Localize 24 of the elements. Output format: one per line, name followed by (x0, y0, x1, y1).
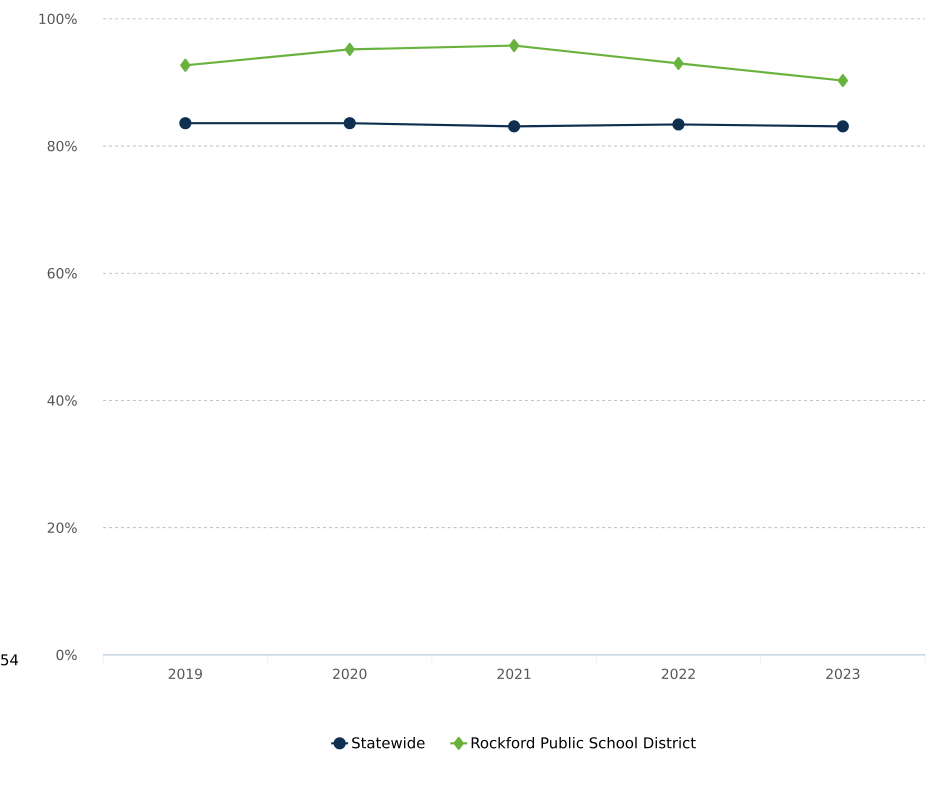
y-tick-label: 60% (48, 268, 77, 278)
point (344, 117, 356, 130)
point (836, 120, 849, 132)
y-tick-label: 20% (48, 522, 77, 533)
x-tick-label: 2022 (662, 668, 695, 680)
x-tick-label: 2019 (168, 668, 202, 680)
y-tick-label: 100% (39, 14, 77, 24)
y-tick-label: 80% (48, 140, 77, 152)
point (179, 117, 192, 130)
x-tick-label: 2023 (826, 668, 860, 680)
point (672, 118, 685, 130)
point (508, 38, 520, 52)
y-tick-label: 0% (56, 650, 77, 660)
legend-label: Statewide (352, 736, 425, 748)
point (508, 120, 520, 132)
y-tick-label: 40% (47, 395, 77, 406)
text: 54 (1, 654, 18, 666)
x-tick-label: 2020 (333, 668, 366, 680)
point (673, 56, 684, 70)
point (180, 58, 191, 72)
x-tick-label: 2021 (497, 668, 530, 680)
point (344, 42, 355, 56)
point (838, 74, 848, 88)
legend-label: Rockford Public School District (472, 736, 696, 748)
